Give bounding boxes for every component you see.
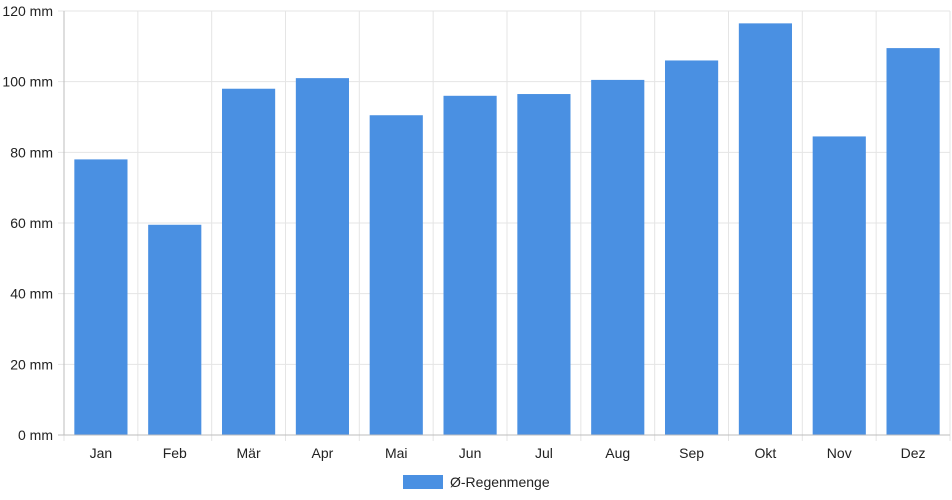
axes — [58, 11, 950, 436]
x-tick-label: Apr — [312, 445, 334, 461]
y-tick-label: 20 mm — [10, 356, 53, 372]
bar[interactable] — [517, 94, 571, 436]
legend[interactable]: Ø-Regenmenge — [403, 474, 550, 490]
bar[interactable] — [665, 60, 719, 435]
x-tick-label: Sep — [679, 445, 704, 461]
bar[interactable] — [812, 136, 866, 435]
bar[interactable] — [148, 224, 202, 435]
x-tick-label: Aug — [605, 445, 630, 461]
grid-lines — [58, 10, 951, 441]
y-axis-tick-labels: 0 mm 20 mm 40 mm 60 mm 80 mm 100 mm 120 mm — [2, 3, 53, 443]
bar[interactable] — [222, 88, 276, 435]
y-tick-label: 80 mm — [10, 144, 53, 160]
x-tick-label: Dez — [901, 445, 926, 461]
bars — [74, 23, 940, 436]
y-tick-label: 120 mm — [2, 3, 53, 19]
bar[interactable] — [369, 115, 423, 435]
bar[interactable] — [443, 95, 497, 436]
legend-label: Ø-Regenmenge — [450, 474, 550, 490]
x-tick-label: Jun — [459, 445, 482, 461]
y-tick-label: 0 mm — [18, 427, 53, 443]
bar[interactable] — [738, 23, 792, 435]
x-tick-label: Jan — [90, 445, 113, 461]
x-tick-label: Jul — [535, 445, 553, 461]
y-tick-label: 60 mm — [10, 215, 53, 231]
y-tick-label: 100 mm — [2, 74, 53, 90]
x-tick-label: Nov — [827, 445, 852, 461]
bar[interactable] — [74, 159, 128, 435]
x-axis-tick-labels: Jan Feb Mär Apr Mai Jun Jul Aug Sep Okt Nov Dez — [90, 445, 926, 461]
x-tick-label: Feb — [163, 445, 187, 461]
bar[interactable] — [591, 79, 645, 436]
bar[interactable] — [295, 78, 349, 435]
y-tick-label: 40 mm — [10, 286, 53, 302]
bar[interactable] — [886, 48, 940, 435]
legend-swatch — [403, 475, 443, 489]
x-tick-label: Okt — [755, 445, 777, 461]
x-tick-label: Mai — [385, 445, 408, 461]
x-tick-label: Mär — [237, 445, 261, 461]
